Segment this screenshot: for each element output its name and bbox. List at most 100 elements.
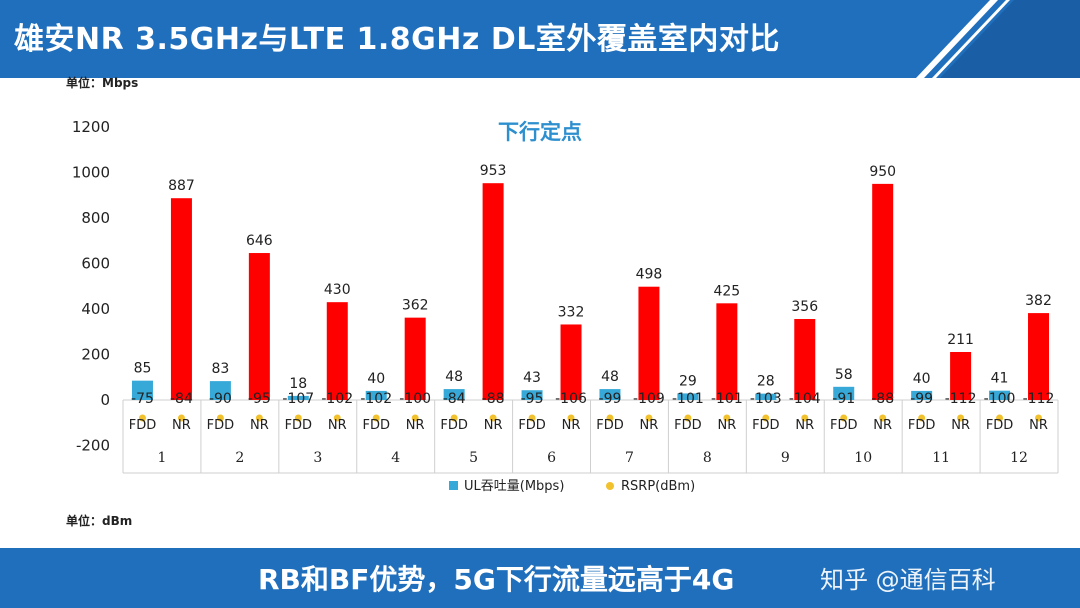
subcategory-label-nr: NR	[873, 418, 892, 433]
legend-label-ul: UL吞吐量(Mbps)	[464, 479, 564, 494]
legend-swatch-ul	[449, 481, 458, 490]
subcategory-label-fdd: FDD	[674, 418, 702, 433]
rsrp-point-nr	[801, 414, 809, 422]
bar-fdd	[209, 381, 231, 400]
rsrp-point-nr	[411, 414, 419, 422]
legend-swatch-rsrp	[606, 482, 614, 490]
rsrp-nr-value-label: -109	[633, 391, 665, 407]
rsrp-nr-value-label: -100	[399, 391, 431, 407]
group-label: 10	[854, 450, 872, 466]
subcategory-label-fdd: FDD	[285, 418, 313, 433]
group-label: 4	[391, 450, 400, 466]
rsrp-fdd-value-label: -101	[672, 391, 704, 407]
group-label: 7	[625, 450, 634, 466]
rsrp-nr-value-label: -106	[555, 391, 587, 407]
rsrp-nr-value-label: -112	[1023, 391, 1055, 407]
legend-label-rsrp: RSRP(dBm)	[621, 479, 695, 494]
bar-fdd	[677, 393, 699, 400]
y-tick-label: 800	[81, 209, 110, 227]
y-tick-label: 600	[81, 255, 110, 273]
rsrp-point-nr	[333, 414, 341, 422]
bar-nr	[950, 351, 972, 400]
bar-nr	[560, 324, 582, 400]
subcategory-label-nr: NR	[562, 418, 581, 433]
bar-nr	[248, 253, 270, 400]
unit-label-bottom: 单位：dBm	[66, 514, 133, 528]
rsrp-fdd-value-label: -99	[599, 391, 622, 407]
bar-fdd	[443, 389, 465, 400]
bar-nr-value-label: 950	[869, 164, 896, 180]
rsrp-point-fdd	[294, 414, 302, 422]
subcategory-label-nr: NR	[250, 418, 269, 433]
rsrp-point-fdd	[372, 414, 380, 422]
rsrp-fdd-value-label: -100	[984, 391, 1016, 407]
rsrp-point-nr	[489, 414, 497, 422]
bar-fdd-value-label: 29	[679, 373, 697, 389]
bar-nr	[638, 286, 660, 400]
bar-fdd-value-label: 43	[523, 370, 541, 386]
group-label: 11	[932, 450, 950, 466]
rsrp-fdd-value-label: -95	[521, 391, 544, 407]
subcategory-label-fdd: FDD	[129, 418, 157, 433]
bar-fdd	[131, 380, 153, 400]
unit-label-top: 单位：Mbps	[66, 76, 139, 90]
bar-nr-value-label: 382	[1025, 293, 1052, 309]
bar-fdd-value-label: 58	[835, 367, 853, 383]
rsrp-fdd-value-label: -99	[910, 391, 933, 407]
footer-banner: RB和BF优势，5G下行流量远高于4G 知乎 @通信百科	[0, 548, 1080, 608]
rsrp-point-fdd	[450, 414, 458, 422]
subcategory-label-nr: NR	[795, 418, 814, 433]
bar-nr-value-label: 498	[636, 267, 663, 283]
y-tick-label: 1200	[72, 118, 110, 136]
rsrp-point-fdd	[606, 414, 614, 422]
rsrp-point-fdd	[996, 414, 1004, 422]
bar-nr-value-label: 430	[324, 282, 351, 298]
subcategory-label-fdd: FDD	[986, 418, 1014, 433]
group-label: 3	[313, 450, 322, 466]
bar-fdd	[287, 395, 309, 400]
bar-fdd-value-label: 48	[601, 369, 619, 385]
rsrp-point-fdd	[840, 414, 848, 422]
bar-nr	[170, 198, 192, 400]
subcategory-label-nr: NR	[406, 418, 425, 433]
rsrp-fdd-value-label: -90	[209, 391, 232, 407]
rsrp-point-fdd	[762, 414, 770, 422]
bar-fdd	[521, 390, 543, 400]
bar-nr	[716, 303, 738, 400]
rsrp-point-nr	[879, 414, 887, 422]
bar-fdd	[365, 390, 387, 400]
group-label: 9	[781, 450, 790, 466]
bar-nr	[872, 183, 894, 400]
subcategory-label-fdd: FDD	[362, 418, 390, 433]
bar-nr	[1028, 313, 1050, 400]
subcategory-label-fdd: FDD	[752, 418, 780, 433]
bar-fdd	[755, 393, 777, 400]
bar-nr-value-label: 211	[947, 332, 974, 348]
y-tick-label: -200	[76, 437, 110, 455]
group-label: 2	[235, 450, 244, 466]
group-label: 6	[547, 450, 556, 466]
rsrp-point-nr	[723, 414, 731, 422]
subcategory-label-nr: NR	[328, 418, 347, 433]
bar-fdd-value-label: 28	[757, 374, 775, 390]
subcategory-label-nr: NR	[1029, 418, 1048, 433]
rsrp-nr-value-label: -112	[945, 391, 977, 407]
rsrp-fdd-value-label: -91	[832, 391, 855, 407]
y-tick-label: 0	[100, 391, 110, 409]
bar-fdd-value-label: 48	[445, 369, 463, 385]
group-label: 8	[703, 450, 712, 466]
group-label: 5	[469, 450, 478, 466]
subcategory-label-fdd: FDD	[440, 418, 468, 433]
rsrp-nr-value-label: -84	[170, 391, 193, 407]
rsrp-point-fdd	[528, 414, 536, 422]
rsrp-nr-value-label: -88	[871, 391, 894, 407]
rsrp-nr-value-label: -102	[321, 391, 353, 407]
header-banner: 雄安NR 3.5GHz与LTE 1.8GHz DL室外覆盖室内对比	[0, 0, 1080, 78]
rsrp-fdd-value-label: -84	[443, 391, 466, 407]
rsrp-fdd-value-label: -102	[360, 391, 392, 407]
bar-fdd-value-label: 83	[211, 361, 229, 377]
subcategory-label-fdd: FDD	[908, 418, 936, 433]
group-label: 12	[1010, 450, 1028, 466]
group-label: 1	[157, 450, 166, 466]
